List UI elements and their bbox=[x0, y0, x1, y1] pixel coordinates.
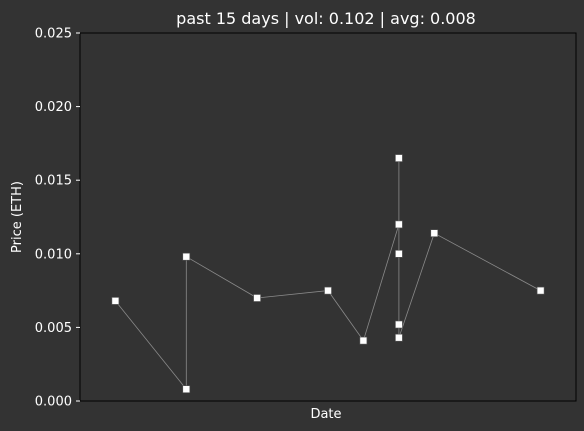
data-point bbox=[111, 297, 120, 305]
y-axis-ticks: 0.000 0.005 0.010 0.015 0.020 0.025 bbox=[35, 27, 80, 410]
y-tick-label: 0.020 bbox=[35, 100, 72, 115]
y-axis-label: Price (ETH) bbox=[10, 181, 25, 253]
data-point bbox=[395, 333, 403, 342]
data-point bbox=[395, 220, 403, 229]
y-tick-label: 0.005 bbox=[35, 321, 72, 336]
chart-title: past 15 days | vol: 0.102 | avg: 0.008 bbox=[176, 9, 476, 28]
data-point bbox=[324, 286, 332, 295]
series-line-group bbox=[115, 158, 541, 391]
data-point bbox=[395, 154, 403, 162]
data-point bbox=[253, 294, 261, 302]
plot-area-frame bbox=[79, 32, 577, 402]
data-point bbox=[395, 250, 403, 258]
data-point bbox=[182, 252, 191, 261]
data-point bbox=[536, 286, 545, 295]
y-tick-label: 0.015 bbox=[35, 174, 72, 189]
data-point bbox=[182, 385, 191, 394]
series-line bbox=[115, 158, 541, 391]
data-point bbox=[430, 229, 439, 237]
y-tick-label: 0.000 bbox=[35, 395, 72, 410]
data-point bbox=[395, 320, 403, 329]
y-tick-label: 0.025 bbox=[35, 27, 72, 42]
x-axis-label: Date bbox=[310, 407, 341, 422]
series-marker-group bbox=[111, 154, 545, 394]
y-tick-label: 0.010 bbox=[35, 247, 72, 262]
data-point bbox=[359, 336, 368, 345]
